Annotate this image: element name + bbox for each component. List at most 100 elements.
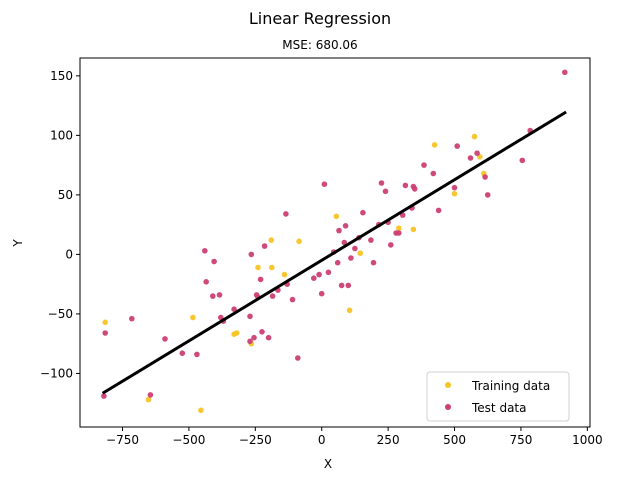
training-point	[471, 133, 478, 140]
test-point	[338, 282, 345, 289]
chart-subtitle: MSE: 680.06	[282, 38, 357, 52]
test-point	[321, 181, 328, 187]
legend-marker-test	[445, 404, 451, 410]
training-point	[296, 238, 302, 245]
test-point	[454, 143, 461, 149]
training-point	[396, 225, 402, 231]
legend-frame	[426, 371, 570, 422]
test-point	[210, 293, 216, 299]
test-point	[216, 292, 223, 298]
test-point	[474, 150, 480, 156]
test-point	[162, 336, 168, 342]
test-point	[257, 276, 264, 283]
test-point	[421, 162, 427, 168]
test-point	[147, 392, 154, 398]
test-point	[251, 334, 257, 341]
test-point	[259, 329, 265, 335]
test-point	[360, 209, 366, 216]
training-point	[268, 237, 275, 243]
chart-title: Linear Regression	[249, 9, 391, 28]
y-axis-label: Y	[11, 239, 25, 248]
test-point	[396, 230, 402, 236]
test-point	[341, 239, 348, 246]
training-point	[410, 226, 417, 233]
y-tick-label: 0	[65, 247, 73, 261]
test-point	[370, 259, 377, 266]
y-tick-label: −100	[40, 366, 73, 380]
test-point	[211, 258, 217, 265]
test-point	[194, 351, 200, 358]
test-point	[202, 248, 208, 254]
test-point	[289, 296, 296, 303]
training-point	[102, 319, 108, 326]
test-point	[261, 243, 268, 249]
x-tick-label: 750	[509, 433, 532, 447]
x-axis-label: X	[324, 457, 332, 471]
axes-frame	[79, 57, 591, 428]
training-point	[346, 307, 353, 314]
test-point	[247, 313, 253, 320]
test-point	[311, 275, 317, 282]
training-point	[190, 314, 196, 321]
legend-marker-training	[445, 382, 451, 388]
test-point	[435, 207, 442, 214]
y-tick-label: 150	[50, 69, 73, 83]
test-point	[283, 211, 289, 217]
test-point	[269, 293, 276, 299]
test-point	[519, 157, 526, 164]
test-point	[411, 186, 418, 192]
legend-label-training: Training data	[471, 379, 550, 393]
test-point	[102, 330, 108, 336]
test-point	[318, 290, 325, 297]
test-point	[334, 259, 341, 266]
x-tick-label: −250	[239, 433, 272, 447]
test-point	[101, 393, 107, 399]
test-point	[368, 237, 374, 243]
legend: Training data Test data	[426, 371, 570, 422]
legend-label-test: Test data	[471, 401, 526, 415]
x-tick-label: 500	[443, 433, 466, 447]
test-point	[203, 279, 209, 285]
training-point	[451, 190, 458, 197]
test-point	[378, 180, 385, 186]
test-point	[247, 338, 253, 345]
test-point	[562, 69, 568, 76]
axes: −750 −500 −250 0 250 500 750 1000−100−500501001…	[40, 57, 603, 447]
training-point	[281, 271, 288, 278]
test-point	[179, 350, 186, 357]
test-point	[295, 355, 301, 361]
test-point	[231, 306, 237, 313]
test-point	[430, 170, 437, 177]
plot-area	[101, 69, 568, 414]
test-point	[451, 184, 458, 191]
x-tick-label: −750	[106, 433, 139, 447]
test-point	[129, 315, 135, 322]
training-point	[333, 213, 340, 220]
y-tick-label: −50	[48, 307, 73, 321]
y-tick-label: 50	[58, 188, 73, 202]
test-point	[248, 251, 255, 258]
test-point	[388, 242, 394, 248]
test-point	[402, 182, 409, 189]
training-point	[431, 142, 438, 148]
test-point	[342, 223, 349, 229]
test-point	[348, 255, 354, 261]
test-point	[484, 192, 491, 198]
test-point	[336, 227, 342, 234]
training-point	[145, 396, 152, 403]
training-point	[357, 250, 364, 256]
test-point	[352, 245, 358, 252]
training-point	[233, 330, 240, 336]
regression-line	[101, 110, 567, 395]
test-point	[382, 188, 389, 195]
x-tick-label: −500	[172, 433, 205, 447]
test-point	[325, 269, 332, 276]
test-point	[467, 155, 474, 161]
y-tick-label: 100	[50, 128, 73, 142]
test-point	[482, 174, 488, 180]
x-tick-label: 0	[318, 433, 326, 447]
training-point	[198, 407, 204, 414]
x-tick-label: 250	[377, 433, 400, 447]
training-point	[269, 264, 275, 271]
